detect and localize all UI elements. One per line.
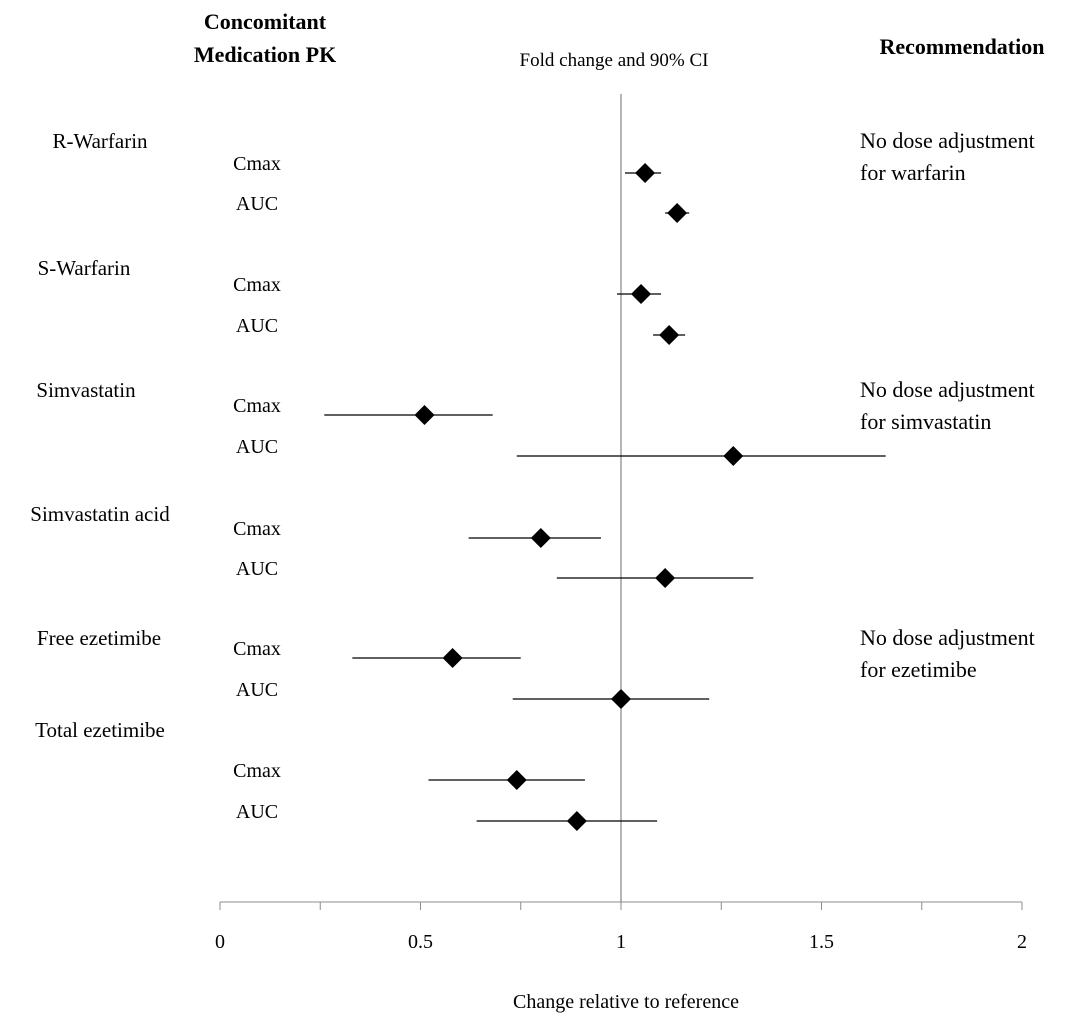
point-estimate-marker [631, 284, 652, 304]
metric-label: AUC [236, 801, 278, 823]
point-estimate-marker [723, 446, 744, 466]
chart-title: Fold change and 90% CI [520, 50, 709, 71]
point-estimate-marker [655, 568, 676, 588]
recommendation-line1: No dose adjustment [860, 377, 1035, 402]
drug-label: Total ezetimibe [35, 718, 165, 742]
header-recommendation: Recommendation [880, 34, 1045, 59]
metric-label: Cmax [233, 760, 281, 782]
metric-label: Cmax [233, 518, 281, 540]
metric-label: AUC [236, 679, 278, 701]
metric-label: AUC [236, 558, 278, 580]
x-tick-label: 0 [215, 931, 225, 953]
point-estimate-marker [659, 325, 680, 345]
x-tick-label: 2 [1017, 931, 1027, 953]
x-tick-label: 0.5 [408, 931, 433, 953]
metric-label: Cmax [233, 274, 281, 296]
point-estimate-marker [442, 648, 463, 668]
recommendation-line2: for simvastatin [860, 409, 991, 434]
metric-label: AUC [236, 315, 278, 337]
point-estimate-marker [667, 203, 688, 223]
x-tick-label: 1 [616, 931, 626, 953]
point-estimate-marker [530, 528, 551, 548]
x-tick-label: 1.5 [809, 931, 834, 953]
drug-label: Free ezetimibe [37, 626, 161, 650]
metric-label: Cmax [233, 638, 281, 660]
point-estimate-marker [635, 163, 656, 183]
point-estimate-marker [566, 811, 587, 831]
recommendation-line1: No dose adjustment [860, 625, 1035, 650]
plot-layer: 0 0.5 1 1.5 2 R-Warfarin Cmax AUC S-Warfarin Cmax… [30, 94, 1035, 953]
metric-label: Cmax [233, 153, 281, 175]
point-estimate-marker [414, 405, 435, 425]
drug-label: R-Warfarin [52, 129, 148, 153]
recommendation-line2: for warfarin [860, 160, 966, 185]
metric-label: AUC [236, 436, 278, 458]
drug-label: Simvastatin [36, 378, 136, 402]
recommendation-line2: for ezetimibe [860, 657, 977, 682]
drug-label: Simvastatin acid [30, 502, 170, 526]
drug-label: S-Warfarin [38, 256, 131, 280]
metric-label: Cmax [233, 395, 281, 417]
header-left-line1: Concomitant [204, 9, 327, 34]
x-axis-label: Change relative to reference [513, 991, 739, 1013]
header-left-line2: Medication PK [194, 42, 336, 67]
point-estimate-marker [611, 689, 631, 709]
point-estimate-marker [506, 770, 527, 790]
metric-label: AUC [236, 193, 278, 215]
recommendation-line1: No dose adjustment [860, 128, 1035, 153]
